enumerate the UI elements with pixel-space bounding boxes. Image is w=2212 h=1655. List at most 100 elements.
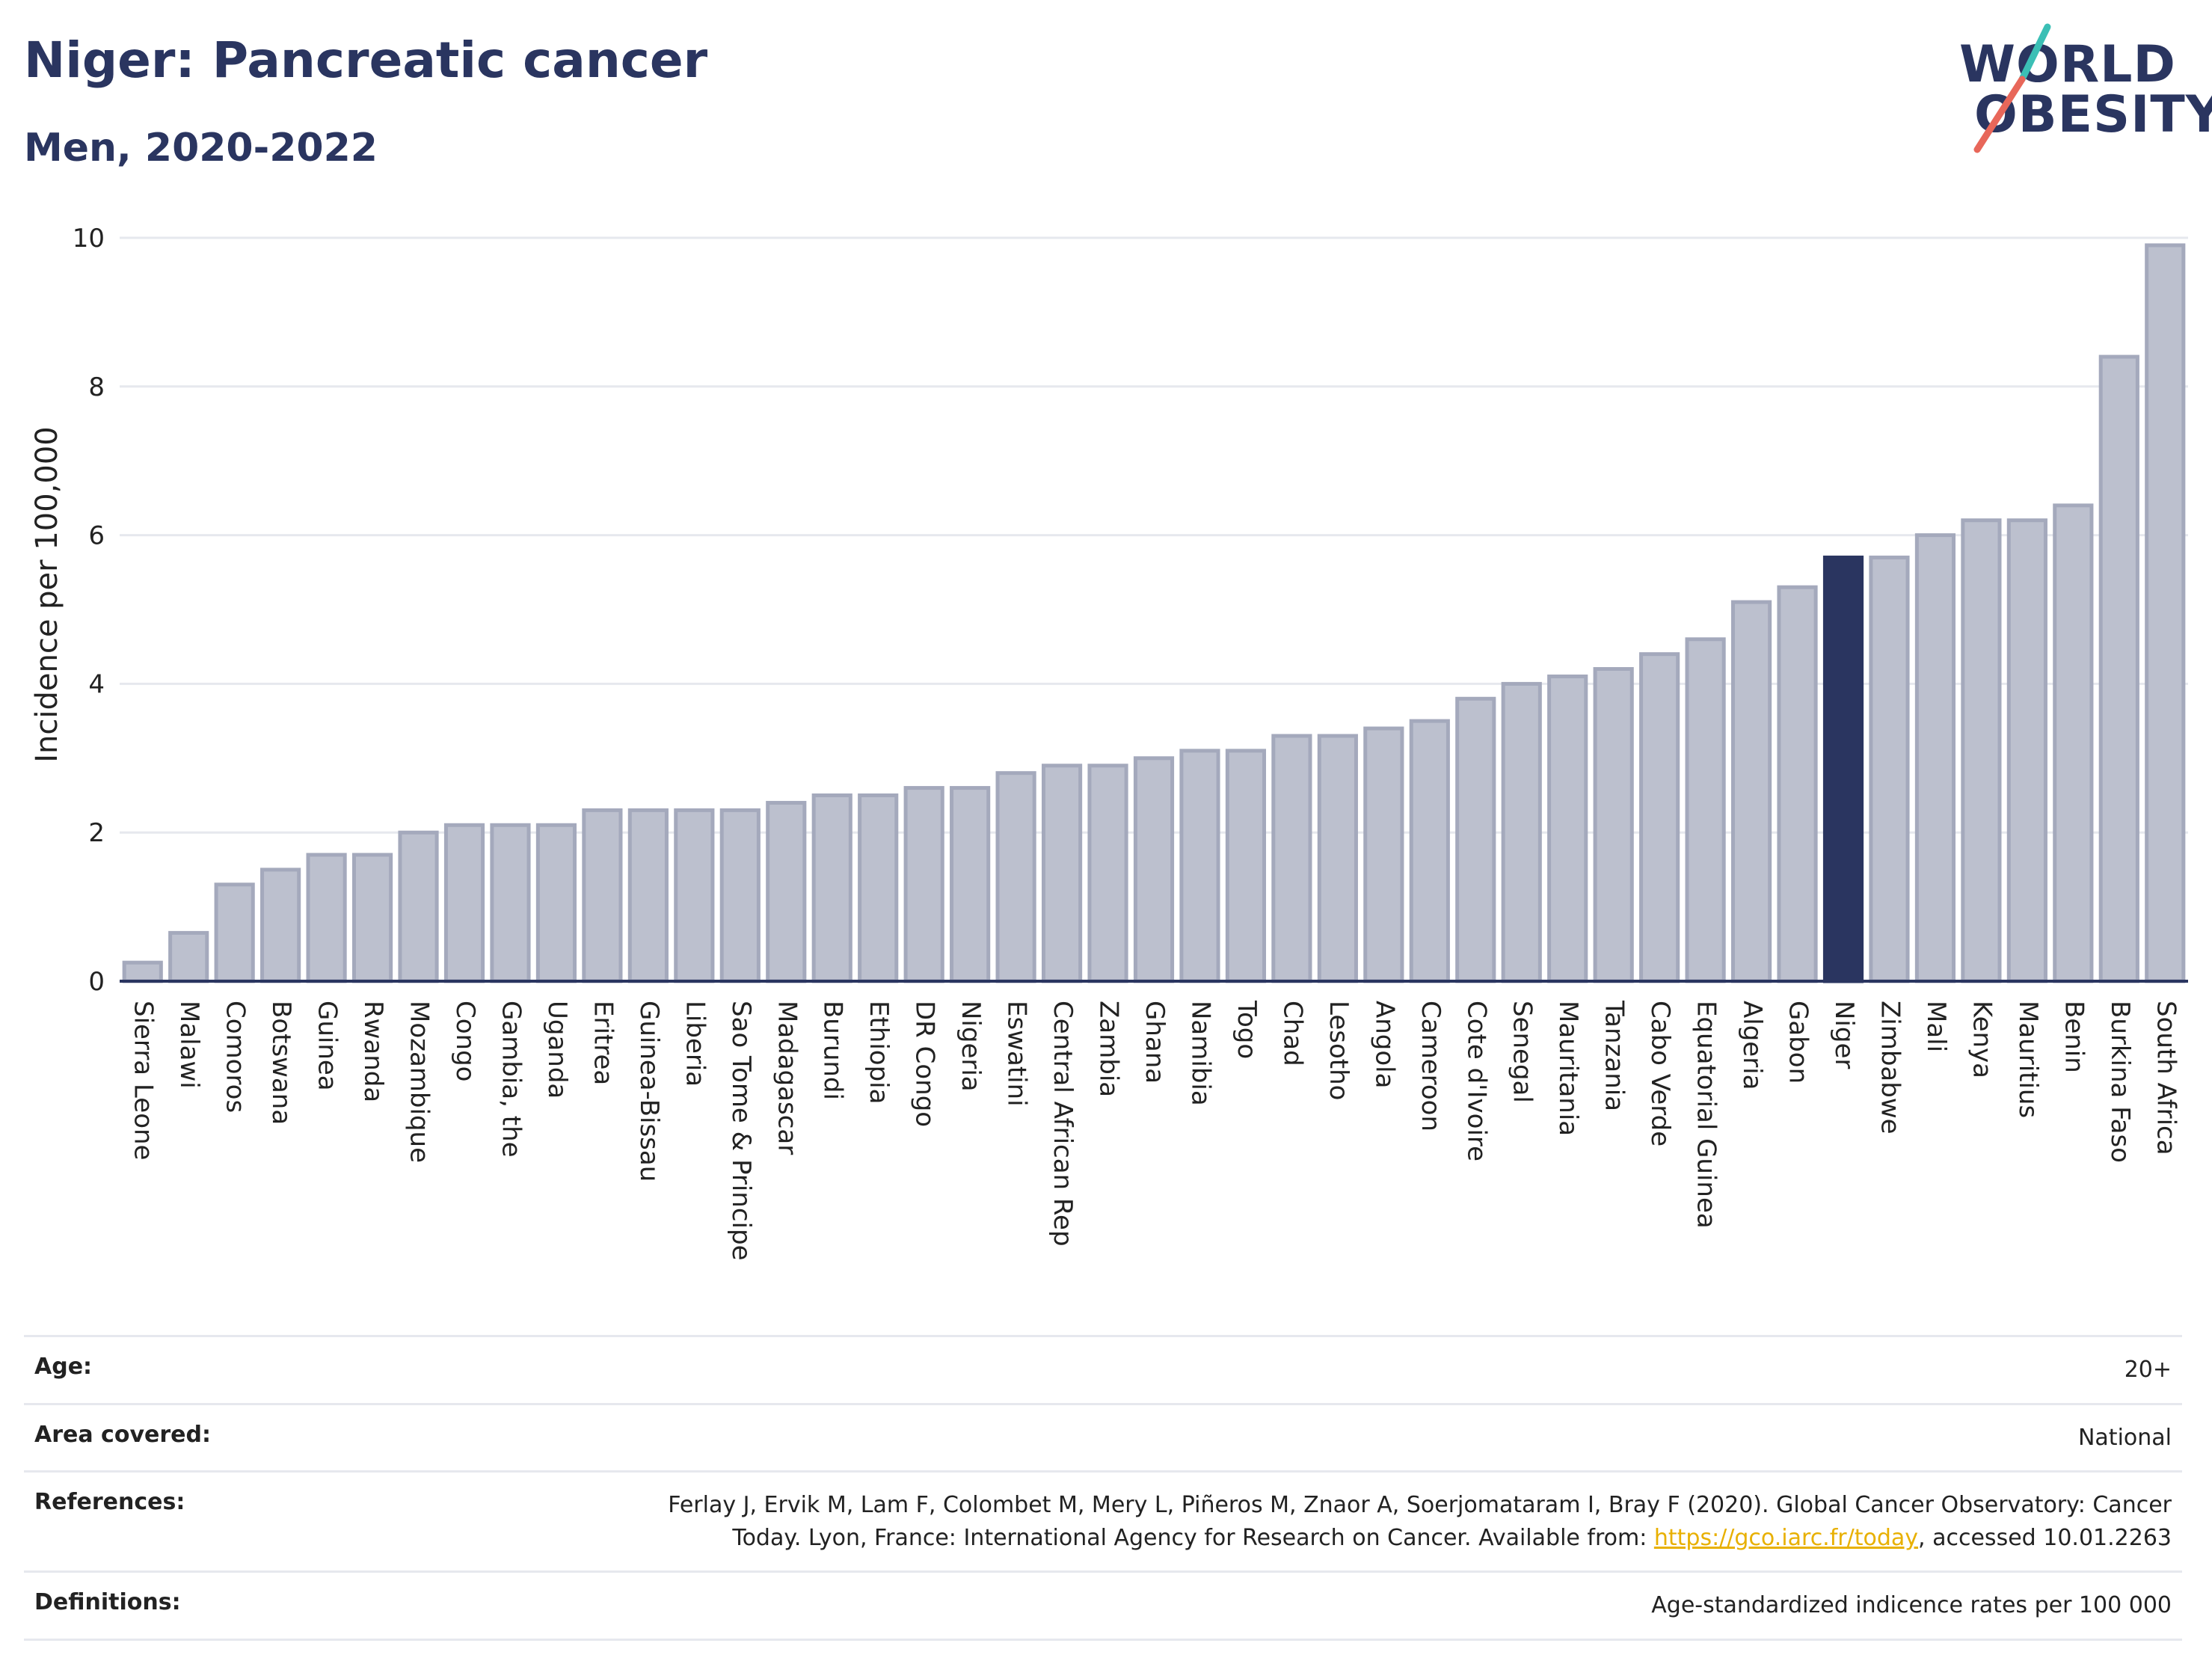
x-tick-label: Gabon bbox=[1784, 1001, 1813, 1084]
bar-benin bbox=[2053, 503, 2094, 983]
x-tick-label: Mauritania bbox=[1553, 1001, 1583, 1136]
bar-equatorial-guinea bbox=[1685, 637, 1726, 983]
definitions-value: Age-standardized indicence rates per 100… bbox=[1651, 1592, 2172, 1618]
bar-togo bbox=[1225, 749, 1267, 983]
x-tick-label: Cabo Verde bbox=[1645, 1001, 1675, 1146]
bar-ghana bbox=[1133, 756, 1175, 983]
x-tick-label: Malawi bbox=[174, 1001, 204, 1089]
bar-chart: 0 2 4 6 8 10 Sierra Leone Malawi Comoros Botswan… bbox=[30, 224, 2188, 1261]
references-text-1: Ferlay J, Ervik M, Lam F, Colombet M, Me… bbox=[668, 1492, 2172, 1518]
meta-row-definitions: Definitions: Age-standardized indicence … bbox=[24, 1570, 2182, 1641]
x-tick-label: Gambia, the bbox=[496, 1001, 526, 1158]
x-tick-label: Guinea-Bissau bbox=[634, 1001, 664, 1182]
x-tick-label: Sao Tome & Principe bbox=[726, 1001, 756, 1261]
x-tick-label: Ghana bbox=[1140, 1001, 1170, 1084]
x-tick-label: Eritrea bbox=[588, 1001, 618, 1085]
area-label: Area covered: bbox=[34, 1421, 211, 1448]
x-tick-label: Burkina Faso bbox=[2105, 1001, 2135, 1163]
bar-malawi bbox=[168, 930, 209, 983]
x-tick-label: Uganda bbox=[542, 1001, 572, 1099]
x-tick-label: Botswana bbox=[266, 1001, 296, 1125]
area-value: National bbox=[2077, 1424, 2172, 1451]
bar-gambia-the bbox=[490, 823, 531, 983]
y-tick-label: 6 bbox=[88, 521, 105, 551]
bar-rwanda bbox=[351, 853, 393, 983]
x-tick-label: Tanzania bbox=[1600, 1000, 1629, 1111]
bar-madagascar bbox=[766, 800, 807, 983]
x-tick-label: Niger bbox=[1829, 1001, 1859, 1069]
y-tick-label: 0 bbox=[88, 967, 105, 997]
world-obesity-logo: WORLD OBESITY bbox=[1944, 16, 2212, 166]
meta-row-age: Age: 20+ bbox=[24, 1335, 2182, 1403]
logo-slash-icon bbox=[1973, 23, 2051, 153]
x-tick-label: Sierra Leone bbox=[129, 1001, 159, 1160]
bar-kenya bbox=[1961, 518, 2002, 983]
chart-subtitle: Men, 2020-2022 bbox=[24, 126, 378, 171]
y-tick-label: 10 bbox=[73, 224, 105, 254]
bar-south-africa bbox=[2145, 243, 2186, 983]
x-tick-label: Rwanda bbox=[358, 1001, 388, 1102]
x-tick-label: Mali bbox=[1921, 1001, 1951, 1052]
y-axis-title: Incidence per 100,000 bbox=[30, 426, 64, 763]
x-tick-label: DR Congo bbox=[910, 1001, 940, 1127]
bar-angola bbox=[1363, 726, 1404, 983]
x-tick-label: Lesotho bbox=[1324, 1001, 1354, 1100]
age-value: 20+ bbox=[2124, 1357, 2172, 1383]
bar-burkina-faso bbox=[2098, 354, 2139, 983]
references-text-2: Today. Lyon, France: International Agenc… bbox=[732, 1524, 1654, 1551]
references-value: Ferlay J, Ervik M, Lam F, Colombet M, Me… bbox=[668, 1489, 2172, 1554]
x-tick-label: Liberia bbox=[680, 1001, 710, 1087]
metadata-table: Age: 20+ Area covered: National Referenc… bbox=[24, 1335, 2182, 1641]
meta-row-references: References: Ferlay J, Ervik M, Lam F, Co… bbox=[24, 1470, 2182, 1570]
x-tick-label: Congo bbox=[450, 1001, 480, 1081]
x-tick-label: Mozambique bbox=[405, 1001, 434, 1163]
bar-mauritius bbox=[2006, 518, 2047, 983]
age-label: Age: bbox=[34, 1354, 93, 1380]
x-tick-label: Namibia bbox=[1185, 1001, 1215, 1106]
x-tick-label: South Africa bbox=[2151, 1001, 2181, 1155]
bar-mozambique bbox=[398, 830, 439, 983]
y-tick-label: 2 bbox=[88, 818, 105, 848]
bar-tanzania bbox=[1593, 667, 1634, 983]
bar-sao-tome-principe bbox=[719, 808, 761, 983]
x-tick-label: Comoros bbox=[221, 1001, 251, 1113]
bar-dr-congo bbox=[903, 786, 944, 983]
bar-guinea-bissau bbox=[627, 808, 669, 983]
definitions-label: Definitions: bbox=[34, 1589, 181, 1615]
x-tick-label: Cameroon bbox=[1416, 1001, 1446, 1132]
bar-botswana bbox=[260, 868, 301, 983]
bar-comoros bbox=[214, 882, 255, 983]
x-tick-label: Cote d'Ivoire bbox=[1461, 1001, 1491, 1161]
bar-zimbabwe bbox=[1869, 555, 1910, 983]
bar-ethiopia bbox=[858, 793, 899, 983]
bars bbox=[122, 243, 2186, 983]
meta-row-area: Area covered: National bbox=[24, 1402, 2182, 1471]
x-tick-label: Togo bbox=[1232, 1000, 1262, 1059]
bar-eritrea bbox=[582, 808, 623, 983]
x-tick-label: Burundi bbox=[818, 1001, 848, 1100]
bar-mauritania bbox=[1547, 674, 1588, 983]
references-text-3: , accessed 10.01.2263 bbox=[1918, 1524, 2172, 1551]
references-label: References: bbox=[34, 1489, 185, 1515]
bar-cameroon bbox=[1409, 719, 1450, 983]
y-tick-label: 8 bbox=[88, 372, 105, 402]
bar-algeria bbox=[1730, 600, 1772, 983]
bar-mali bbox=[1914, 533, 1956, 983]
bar-niger bbox=[1822, 555, 1864, 983]
x-tick-label: Mauritius bbox=[2013, 1001, 2043, 1118]
x-tick-label: Zimbabwe bbox=[1875, 1001, 1905, 1134]
x-tick-label: Ethiopia bbox=[864, 1001, 894, 1104]
x-tick-label: Benin bbox=[2059, 1001, 2089, 1073]
bar-burundi bbox=[811, 793, 852, 983]
x-tick-label: Kenya bbox=[1967, 1001, 1997, 1078]
chart-title: Niger: Pancreatic cancer bbox=[24, 31, 708, 89]
bar-chad bbox=[1271, 734, 1312, 983]
x-tick-label: Equatorial Guinea bbox=[1692, 1001, 1721, 1229]
references-link[interactable]: https://gco.iarc.fr/today bbox=[1653, 1524, 1919, 1551]
bar-zambia bbox=[1087, 764, 1128, 983]
bar-senegal bbox=[1501, 681, 1542, 983]
x-tick-label: Guinea bbox=[313, 1001, 342, 1091]
bar-congo bbox=[443, 823, 485, 983]
bar-eswatini bbox=[995, 771, 1036, 983]
y-axis-ticks: 0 2 4 6 8 10 bbox=[73, 224, 105, 997]
